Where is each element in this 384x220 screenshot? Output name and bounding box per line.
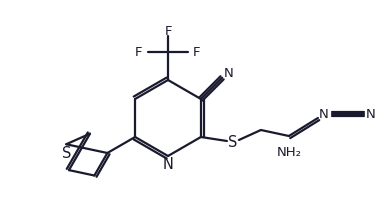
Text: N: N xyxy=(224,67,234,80)
Text: N: N xyxy=(162,157,174,172)
Text: F: F xyxy=(164,24,172,37)
Text: N: N xyxy=(366,108,376,121)
Text: F: F xyxy=(193,46,201,59)
Text: S: S xyxy=(61,146,71,161)
Text: S: S xyxy=(228,134,238,150)
Text: N: N xyxy=(319,108,329,121)
Text: F: F xyxy=(135,46,143,59)
Text: NH₂: NH₂ xyxy=(276,145,301,158)
